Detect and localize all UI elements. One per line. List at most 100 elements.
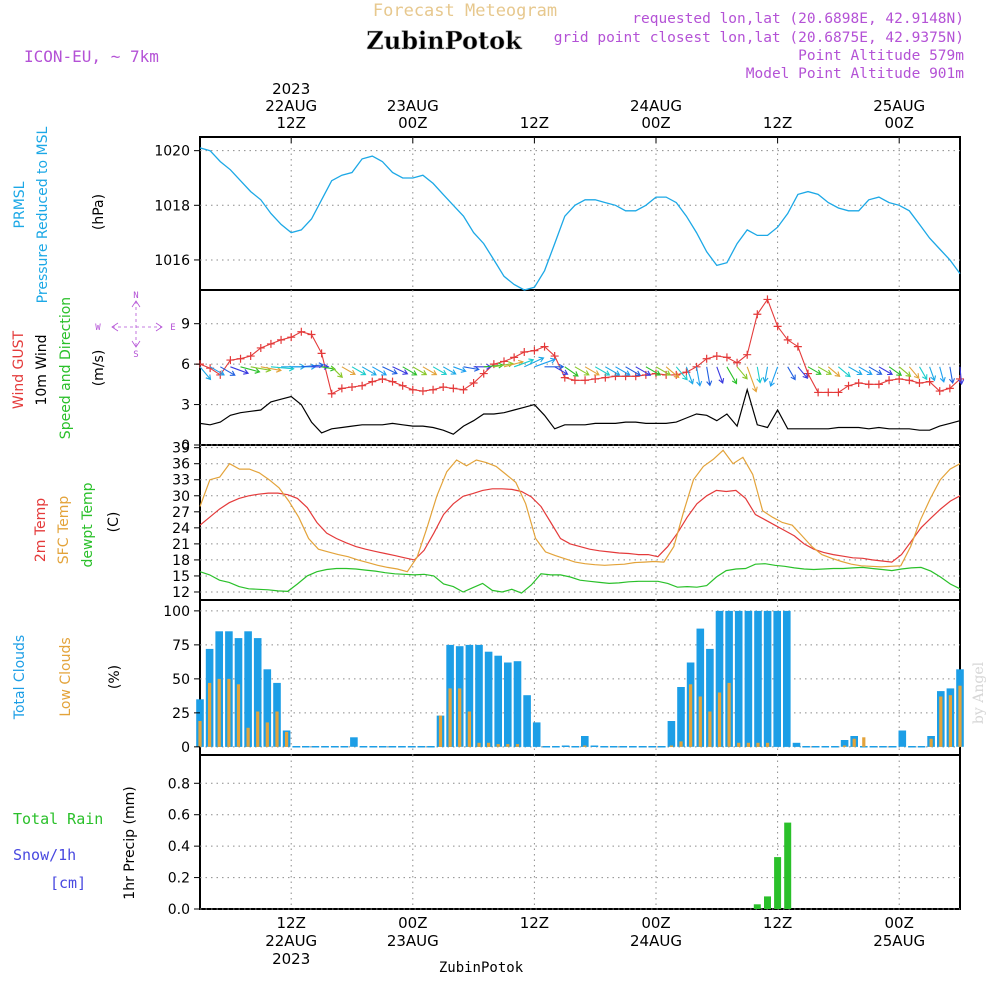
bottom-time-label: 25AUG <box>873 932 925 950</box>
location-title: ZubinPotok <box>366 26 523 55</box>
y-tick-label: 0 <box>181 438 190 454</box>
low-cloud-bar <box>256 711 260 747</box>
sfc-temp-line <box>199 449 961 573</box>
gust-marker <box>368 377 377 386</box>
total-cloud-bar <box>888 746 897 748</box>
y-tick-label: 21 <box>172 537 190 553</box>
total-cloud-bar <box>263 669 272 747</box>
wind-direction-arrow <box>605 366 621 376</box>
low-cloud-bar <box>939 696 943 747</box>
gust-marker <box>378 374 387 383</box>
total-rain-label: Total Rain <box>13 810 103 828</box>
y-tick-label: 75 <box>172 638 190 654</box>
total-cloud-bar <box>388 746 397 748</box>
gust-marker <box>570 376 579 385</box>
y-tick-label: 39 <box>172 441 190 457</box>
wind-direction-arrow <box>746 366 758 393</box>
gust-marker <box>814 388 823 397</box>
gust-marker <box>793 342 802 351</box>
gust-marker <box>753 310 762 319</box>
gust-marker <box>429 385 438 394</box>
sfc-temp-label: SFC Temp <box>56 496 72 565</box>
low-cloud-bar <box>265 722 269 747</box>
low-cloud-bar <box>852 738 856 747</box>
gust-marker <box>824 388 833 397</box>
gust-marker <box>327 389 336 398</box>
panel-frame-clouds <box>199 599 961 756</box>
wind-direction-arrow <box>534 357 557 368</box>
gust-marker <box>469 379 478 387</box>
wind-direction-arrow <box>463 365 480 372</box>
low-cloud-bar <box>948 695 952 747</box>
closest-coords: grid point closest lon,lat (20.6875E, 42… <box>554 30 964 46</box>
low-cloud-bar <box>448 688 452 747</box>
gust-marker <box>581 376 590 385</box>
gust-marker <box>246 352 255 361</box>
low-cloud-bar <box>746 742 750 747</box>
temp-unit: (C) <box>106 512 122 533</box>
gust-marker <box>388 377 397 386</box>
low-cloud-bar <box>208 682 212 747</box>
compass-w: W <box>95 323 101 333</box>
wind-direction-arrow <box>695 366 703 387</box>
wind-direction-arrow <box>675 366 688 381</box>
gust-marker <box>520 348 529 356</box>
y-tick-label: 1016 <box>154 253 190 269</box>
gust-marker <box>844 381 853 390</box>
wind-direction-arrow <box>878 366 894 376</box>
y-tick-label: 24 <box>172 521 190 537</box>
wind-direction-arrow <box>341 366 356 376</box>
low-cloud-bar <box>766 742 770 747</box>
compass-e: E <box>170 323 175 333</box>
total-cloud-bar <box>754 610 762 747</box>
total-cloud-bar <box>302 746 310 748</box>
wind-direction-arrow <box>929 366 937 382</box>
wind-direction-arrow <box>858 366 873 376</box>
wind-direction-arrow <box>209 366 225 376</box>
gust-marker <box>226 356 235 365</box>
total-cloud-bar <box>427 746 435 748</box>
requested-coords: requested lon,lat (20.6898E, 42.9148N) <box>632 11 964 27</box>
gust-marker <box>591 374 600 383</box>
gust-marker <box>348 383 356 392</box>
top-time-label: 12Z <box>277 114 306 132</box>
rain-bar <box>784 822 792 909</box>
gust-marker <box>935 387 944 396</box>
gust-marker <box>783 335 792 344</box>
wind-direction-arrow <box>817 366 832 375</box>
low-clouds-label: Low Clouds <box>58 637 74 716</box>
wind-direction-arrow <box>807 366 822 375</box>
gust-marker <box>510 353 519 362</box>
gust-marker <box>439 383 448 392</box>
low-cloud-bar <box>679 741 683 747</box>
total-cloud-bar <box>340 746 349 748</box>
y-tick-label: 33 <box>172 473 190 489</box>
top-time-label: 12Z <box>763 114 792 132</box>
total-cloud-bar <box>359 746 368 748</box>
wind-direction-arrow <box>706 366 713 387</box>
y-tick-label: 0.0 <box>168 902 190 918</box>
gust-marker <box>418 387 427 396</box>
total-cloud-bar <box>696 628 705 747</box>
wind-gust-line <box>199 298 961 395</box>
total-cloud-bar <box>581 736 589 747</box>
model-altitude: Model Point Altitude 901m <box>746 66 965 82</box>
total-cloud-bar <box>792 742 801 747</box>
low-cloud-bar <box>477 742 481 747</box>
pressure-line <box>199 147 961 291</box>
wind-direction-arrow <box>584 366 600 376</box>
total-cloud-bar <box>648 746 656 748</box>
y-tick-label: 18 <box>172 553 190 569</box>
gust-marker <box>611 372 620 381</box>
top-time-label: 12Z <box>520 114 549 132</box>
panel-frame-precip <box>199 754 961 910</box>
wind-direction-arrow <box>838 366 851 378</box>
wind-direction-arrow <box>412 366 428 376</box>
compass-s: S <box>133 350 138 360</box>
gust-marker <box>307 330 316 339</box>
bottom-time-label: 12Z <box>763 914 792 932</box>
low-cloud-bar <box>217 678 221 747</box>
low-cloud-bar <box>246 727 250 747</box>
grid-lines <box>200 137 960 910</box>
